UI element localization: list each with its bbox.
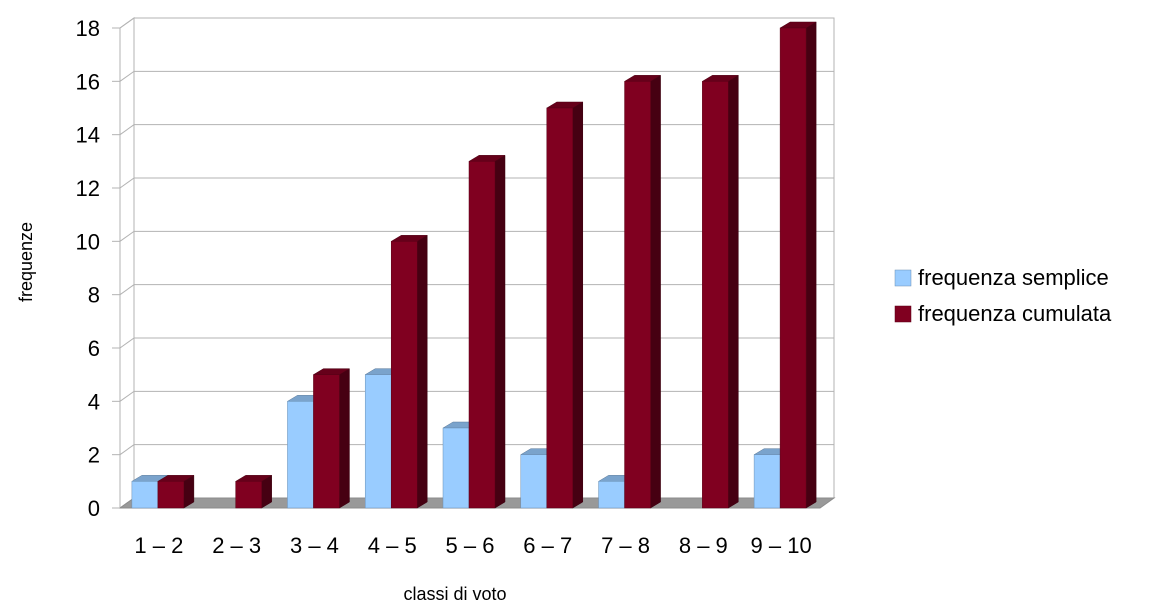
y-tick-label: 18 — [76, 16, 100, 41]
x-tick-label: 7 – 8 — [601, 533, 650, 558]
bar-frequenza-cumulata — [312, 368, 351, 509]
x-tick-label: 6 – 7 — [523, 533, 572, 558]
x-tick-label: 4 – 5 — [368, 533, 417, 558]
legend: frequenza semplice frequenza cumulata — [894, 265, 1112, 326]
x-tick-label: 9 – 10 — [751, 533, 812, 558]
x-tick-label: 2 – 3 — [212, 533, 261, 558]
bar-frequenza-cumulata — [623, 74, 662, 509]
x-axis-labels: 1 – 2 2 – 3 3 – 4 4 – 5 5 – 6 6 – 7 7 – 8 8 – 9… — [134, 533, 811, 558]
y-tick-label: 2 — [88, 443, 100, 468]
bar-frequenza-cumulata — [234, 474, 273, 509]
x-tick-label: 5 – 6 — [446, 533, 495, 558]
gridline — [119, 284, 834, 296]
x-tick-label: 1 – 2 — [134, 533, 183, 558]
legend-label: frequenza semplice — [918, 265, 1109, 290]
gridlines — [119, 17, 834, 456]
y-tick-label: 6 — [88, 336, 100, 361]
bar-frequenza-cumulata — [390, 234, 429, 509]
bar-frequenza-cumulata — [701, 74, 740, 509]
bar-frequenza-cumulata — [779, 21, 818, 509]
gridline — [119, 337, 834, 349]
legend-swatch — [894, 269, 912, 287]
y-axis-ticks: 0 2 4 6 8 10 12 14 16 18 — [76, 16, 120, 521]
y-tick-label: 16 — [76, 69, 100, 94]
y-tick-label: 0 — [88, 496, 100, 521]
y-tick-label: 8 — [88, 283, 100, 308]
y-axis-title: frequenze — [16, 222, 36, 302]
y-tick-label: 10 — [76, 229, 100, 254]
side-wall — [119, 17, 135, 509]
x-tick-label: 3 – 4 — [290, 533, 339, 558]
gridline — [119, 124, 834, 136]
gridline — [119, 177, 834, 189]
gridline — [119, 70, 834, 82]
gridline — [119, 230, 834, 242]
gridline — [119, 444, 834, 456]
legend-label: frequenza cumulata — [918, 301, 1112, 326]
bar-frequenza-cumulata — [545, 101, 584, 509]
legend-swatch — [894, 305, 912, 323]
x-axis-title: classi di voto — [403, 584, 506, 603]
bar-frequenza-cumulata — [468, 154, 506, 509]
x-tick-label: 8 – 9 — [679, 533, 728, 558]
y-tick-label: 4 — [88, 389, 100, 414]
bars — [130, 21, 818, 509]
bar-frequenza-cumulata — [156, 474, 195, 509]
gridline — [119, 390, 834, 402]
y-tick-label: 14 — [76, 123, 100, 148]
y-tick-label: 12 — [76, 176, 100, 201]
legend-item-frequenza-semplice: frequenza semplice — [894, 265, 1109, 290]
gridline — [119, 17, 834, 29]
legend-item-frequenza-cumulata: frequenza cumulata — [894, 301, 1112, 326]
